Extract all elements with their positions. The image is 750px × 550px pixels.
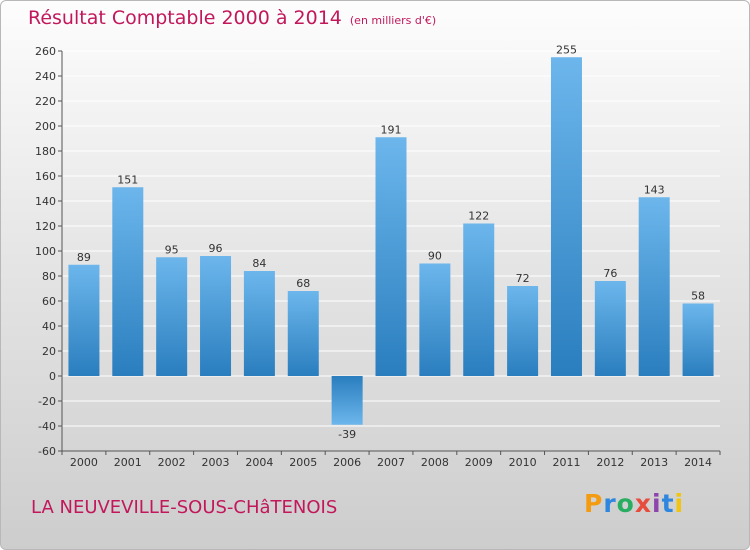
logo-letter: x	[634, 489, 652, 518]
x-tick-label: 2004	[245, 456, 273, 469]
x-tick-label: 2000	[70, 456, 98, 469]
logo-letter: o	[616, 489, 635, 518]
y-tick-label: 60	[42, 295, 56, 308]
x-tick-label: 2014	[684, 456, 712, 469]
bar-2003	[200, 256, 232, 376]
data-label-2014: 58	[691, 290, 705, 303]
x-tick-label: 2006	[333, 456, 361, 469]
data-label-2011: 255	[556, 43, 577, 56]
x-tick-label: 2011	[552, 456, 580, 469]
y-tick-label: 260	[35, 45, 56, 58]
x-tick-label: 2002	[158, 456, 186, 469]
y-tick-label: 140	[35, 195, 56, 208]
y-tick-label: 0	[49, 370, 56, 383]
y-tick-label: 160	[35, 170, 56, 183]
bar-2010	[507, 286, 539, 376]
data-label-2009: 122	[468, 210, 489, 223]
x-tick-label: 2009	[465, 456, 493, 469]
bar-2002	[156, 257, 188, 376]
y-tick-label: 200	[35, 120, 56, 133]
y-tick-label: 240	[35, 70, 56, 83]
logo-letter: P	[584, 489, 604, 518]
x-tick-label: 2012	[596, 456, 624, 469]
data-label-2008: 90	[428, 250, 442, 263]
axes	[58, 50, 721, 455]
y-tick-label: 20	[42, 345, 56, 358]
x-tick-label: 2008	[421, 456, 449, 469]
data-label-2005: 68	[296, 277, 310, 290]
bar-2007	[375, 137, 407, 376]
y-tick-label: 180	[35, 145, 56, 158]
bar-2013	[638, 197, 670, 376]
bar-2000	[68, 264, 100, 376]
bar-2006	[331, 376, 363, 425]
bar-2008	[419, 263, 451, 376]
bar-2001	[112, 187, 144, 376]
logo-letter: i	[652, 489, 662, 518]
bars	[68, 57, 714, 425]
data-label-2002: 95	[165, 243, 179, 256]
x-tick-label: 2005	[289, 456, 317, 469]
x-tick-label: 2003	[202, 456, 230, 469]
x-tick-label: 2007	[377, 456, 405, 469]
y-tick-label: 80	[42, 270, 56, 283]
bar-2012	[594, 281, 626, 376]
data-label-2006: -39	[338, 428, 356, 441]
x-tick-label: 2010	[509, 456, 537, 469]
y-tick-label: -40	[38, 420, 56, 433]
data-label-2003: 96	[209, 242, 223, 255]
logo-letter: t	[661, 489, 675, 518]
data-label-2004: 84	[252, 257, 266, 270]
data-label-2012: 76	[603, 267, 617, 280]
data-label-2000: 89	[77, 251, 91, 264]
x-tick-label: 2013	[640, 456, 668, 469]
y-tick-label: 220	[35, 95, 56, 108]
chart-title-text: Résultat Comptable 2000 à 2014	[28, 7, 342, 29]
logo-letter: r	[603, 489, 617, 518]
y-tick-label: -60	[38, 445, 56, 458]
chart-subtitle: (en milliers d'€)	[349, 14, 437, 27]
y-tick-label: 40	[42, 320, 56, 333]
y-tick-label: 120	[35, 220, 56, 233]
data-label-2001: 151	[117, 173, 138, 186]
bar-2004	[243, 271, 275, 376]
data-label-2007: 191	[381, 123, 402, 136]
y-tick-label: 100	[35, 245, 56, 258]
labels: -60 -40 -20 0 20 40 60 80 100 120 140 160 180 200 220 2…	[35, 43, 712, 469]
logo-letter: i	[674, 489, 685, 518]
x-tick-label: 2001	[114, 456, 142, 469]
bar-2011	[550, 57, 582, 376]
bar-2014	[682, 303, 714, 376]
data-label-2013: 143	[644, 183, 665, 196]
bar-2009	[463, 223, 495, 376]
bar-2005	[287, 291, 319, 376]
data-label-2010: 72	[516, 272, 530, 285]
y-tick-label: -20	[38, 395, 56, 408]
commune-name: LA NEUVEVILLE-SOUS-CHâTENOIS	[31, 497, 338, 518]
proxiti-logo: Proxiti	[584, 489, 684, 518]
chart-title: Résultat Comptable 2000 à 2014 (en millie…	[28, 7, 436, 29]
